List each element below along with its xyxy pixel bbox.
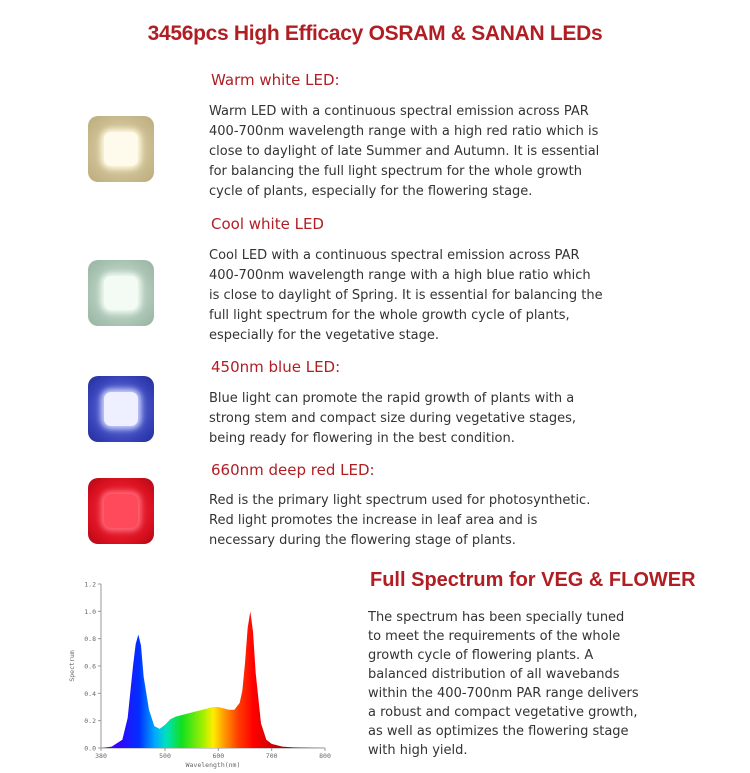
x-axis-label: Wavelength(nm): [186, 761, 241, 769]
x-tick-label: 600: [212, 752, 224, 760]
full-spectrum-heading: Full Spectrum for VEG & FLOWER: [370, 569, 696, 591]
x-tick-label: 380: [95, 752, 107, 760]
y-axis-label: Spectrum: [68, 650, 76, 681]
y-tick-label: 0.6: [84, 663, 96, 671]
cool-white-led-image: [88, 260, 154, 326]
blue-led-description: Blue light can promote the rapid growth …: [209, 391, 577, 446]
y-tick-label: 0.4: [84, 690, 96, 698]
blue-led-heading: 450nm blue LED:: [211, 358, 341, 376]
x-tick-label: 700: [266, 752, 278, 760]
cool-white-heading: Cool white LED: [211, 215, 324, 233]
spectrum-chart: 0.0 0.2 0.4 0.6 0.8 1.0 1.2 380 500 600 700 800 Wa…: [68, 581, 331, 770]
y-tick-label: 0.0: [84, 745, 96, 753]
x-tick-label: 800: [319, 752, 331, 760]
warm-white-led-image: [88, 116, 154, 182]
blue-led-image: [88, 376, 154, 442]
full-spectrum-description: The spectrum has been specially tuned to…: [368, 610, 639, 758]
y-tick-label: 0.2: [84, 717, 96, 725]
red-led-image: [88, 478, 154, 544]
warm-white-heading: Warm white LED:: [211, 71, 340, 89]
y-tick-label: 1.2: [84, 581, 96, 589]
warm-white-description: Warm LED with a continuous spectral emis…: [209, 104, 600, 199]
red-led-heading: 660nm deep red LED:: [211, 461, 375, 479]
page-title: 3456pcs High Efficacy OSRAM & SANAN LEDs: [147, 22, 603, 45]
x-tick-label: 500: [159, 752, 171, 760]
red-led-description: Red is the primary light spectrum used f…: [209, 493, 591, 548]
cool-white-description: Cool LED with a continuous spectral emis…: [209, 248, 603, 343]
spectrum-area: [101, 611, 325, 748]
y-tick-label: 1.0: [84, 608, 96, 616]
y-tick-label: 0.8: [84, 635, 96, 643]
